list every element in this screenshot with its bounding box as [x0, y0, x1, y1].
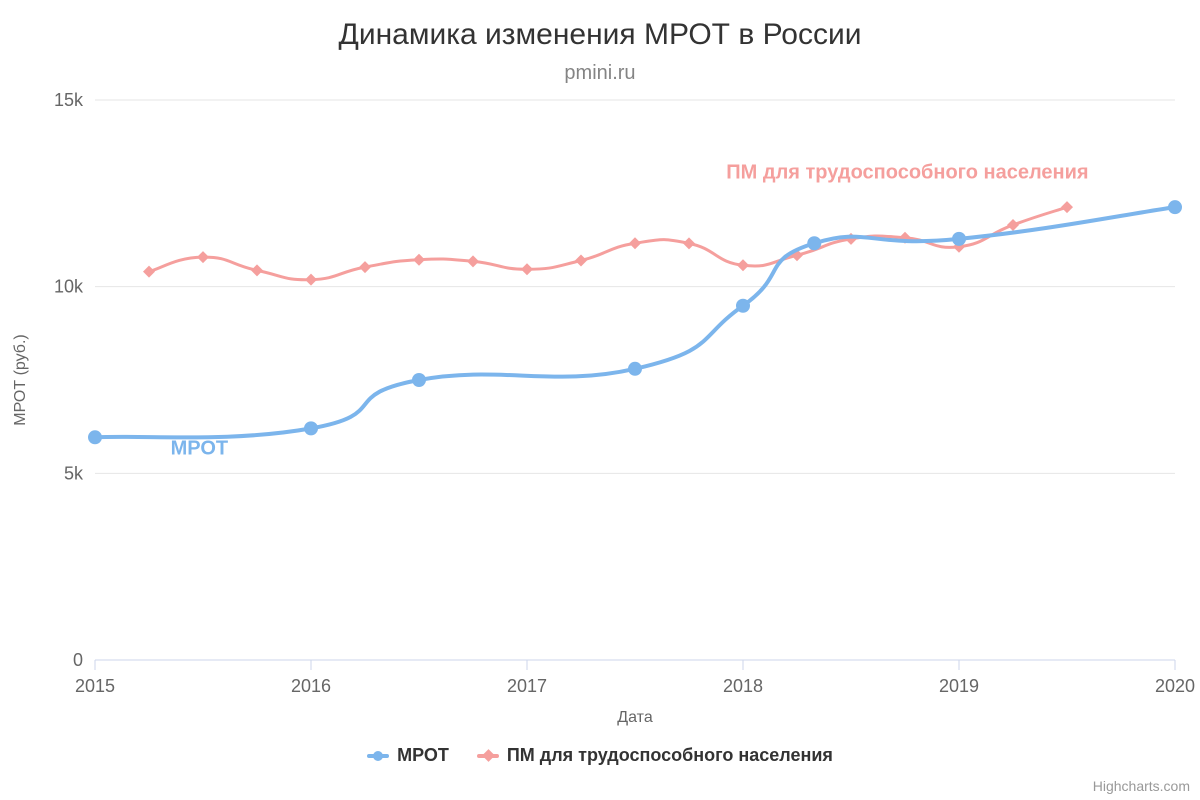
series-annotation: ПМ для трудоспособного населения	[726, 161, 1088, 183]
data-marker[interactable]	[412, 373, 426, 387]
y-axis-title: МРОТ (руб.)	[12, 334, 29, 425]
data-marker[interactable]	[737, 259, 749, 271]
data-marker[interactable]	[359, 261, 371, 273]
data-marker[interactable]	[197, 251, 209, 263]
data-marker[interactable]	[521, 263, 533, 275]
data-marker[interactable]	[88, 430, 102, 444]
data-marker[interactable]	[575, 254, 587, 266]
y-tick-label: 0	[73, 650, 83, 670]
y-tick-label: 10k	[54, 277, 84, 297]
data-marker[interactable]	[1061, 201, 1073, 213]
legend-item[interactable]: МРОТ	[367, 745, 449, 766]
data-marker[interactable]	[628, 362, 642, 376]
data-marker[interactable]	[1007, 219, 1019, 231]
legend[interactable]: МРОТ ПМ для трудоспособного населения	[0, 742, 1200, 767]
x-tick-label: 2020	[1155, 676, 1195, 696]
series-annotation: МРОТ	[171, 438, 229, 460]
x-tick-label: 2018	[723, 676, 763, 696]
y-tick-label: 15k	[54, 90, 84, 110]
chart-container: Динамика изменения МРОТ в России pmini.r…	[0, 0, 1200, 800]
data-marker[interactable]	[807, 236, 821, 250]
data-marker[interactable]	[736, 299, 750, 313]
y-tick-label: 5k	[64, 463, 84, 483]
data-marker[interactable]	[251, 264, 263, 276]
legend-swatch	[367, 754, 389, 758]
legend-label: ПМ для трудоспособного населения	[507, 745, 833, 766]
x-axis-title: Дата	[617, 709, 653, 726]
data-marker[interactable]	[467, 255, 479, 267]
x-tick-label: 2019	[939, 676, 979, 696]
chart-svg: 0 5k 10k 15k МРОТ (руб.) 2015 2016 2017 2018 2019…	[0, 0, 1200, 800]
circle-icon	[373, 751, 383, 761]
data-marker[interactable]	[143, 266, 155, 278]
data-marker[interactable]	[304, 421, 318, 435]
legend-swatch	[477, 754, 499, 758]
diamond-icon	[482, 749, 495, 762]
x-tick-label: 2016	[291, 676, 331, 696]
credits-link[interactable]: Highcharts.com	[1093, 778, 1190, 794]
legend-label: МРОТ	[397, 745, 449, 766]
data-marker[interactable]	[1168, 200, 1182, 214]
data-marker[interactable]	[683, 237, 695, 249]
legend-item[interactable]: ПМ для трудоспособного населения	[477, 745, 833, 766]
data-marker[interactable]	[629, 237, 641, 249]
data-marker[interactable]	[413, 254, 425, 266]
x-tick-label: 2015	[75, 676, 115, 696]
series-line[interactable]	[149, 207, 1067, 280]
data-marker[interactable]	[952, 232, 966, 246]
data-marker[interactable]	[305, 274, 317, 286]
x-tick-label: 2017	[507, 676, 547, 696]
